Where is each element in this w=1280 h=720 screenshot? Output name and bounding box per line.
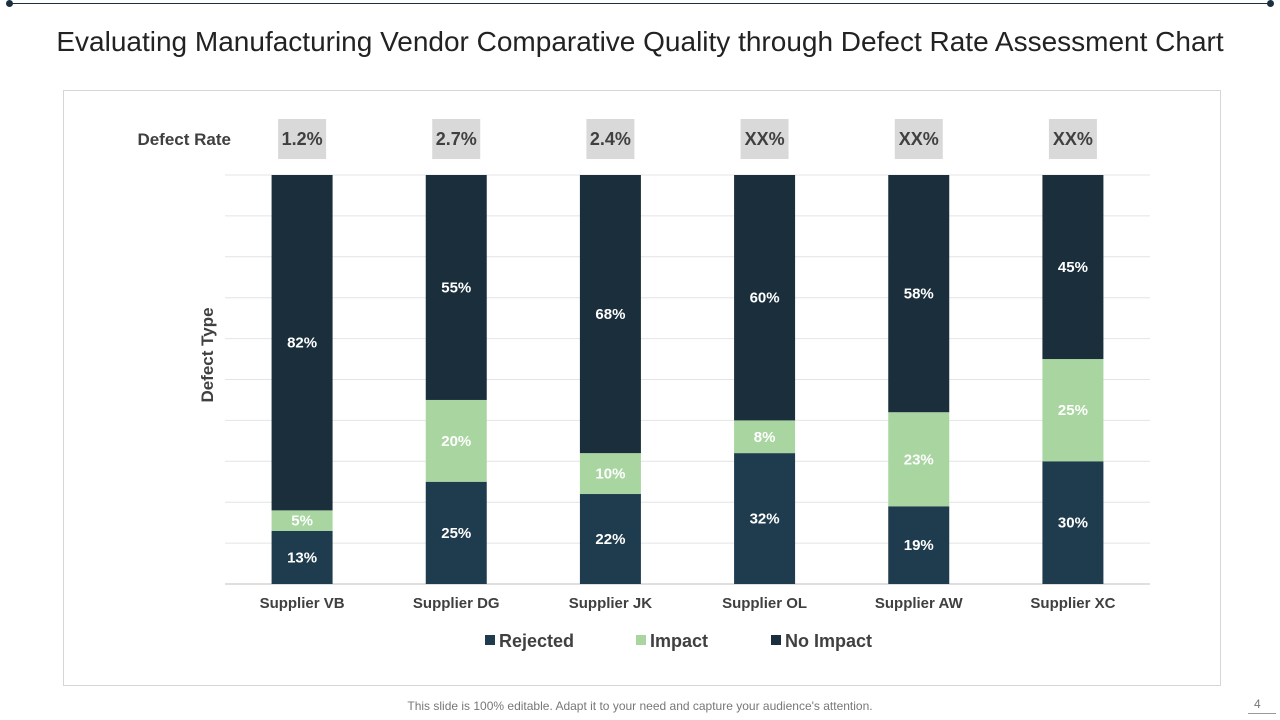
data-label-no-impact: 68% bbox=[595, 306, 625, 323]
defect-rate-box bbox=[278, 119, 327, 159]
legend-swatch-no-impact bbox=[771, 635, 781, 645]
bar-segment-no-impact bbox=[1042, 175, 1104, 360]
bar-segment-no-impact bbox=[734, 175, 796, 421]
defect-rate-value: 2.4% bbox=[590, 129, 631, 149]
x-tick-label: Supplier OL bbox=[722, 595, 807, 612]
page-number-underline bbox=[1248, 713, 1276, 714]
slide-title: Evaluating Manufacturing Vendor Comparat… bbox=[56, 26, 1224, 57]
bar-segment-rejected bbox=[888, 506, 950, 584]
bar-segment-no-impact bbox=[888, 175, 950, 413]
x-tick-label: Supplier DG bbox=[413, 595, 500, 612]
bar-segment-no-impact bbox=[271, 175, 333, 511]
y-axis-label: Defect Type bbox=[198, 307, 217, 402]
data-label-impact: 10% bbox=[595, 466, 625, 483]
data-label-rejected: 13% bbox=[287, 549, 317, 566]
x-tick-label: Supplier JK bbox=[569, 595, 653, 612]
bar-segment-impact bbox=[888, 412, 950, 507]
legend-label-impact: Impact bbox=[650, 631, 708, 651]
legend-label-rejected: Rejected bbox=[499, 631, 574, 651]
data-label-rejected: 25% bbox=[441, 525, 471, 542]
legend-label-no-impact: No Impact bbox=[785, 631, 872, 651]
bar-segment-rejected bbox=[425, 481, 487, 584]
bar-segment-rejected bbox=[579, 494, 641, 584]
chart-svg: Defect Type Defect Rate 1.2% 13% 5% 82% Suppli… bbox=[137, 119, 1150, 651]
defect-rate-box bbox=[894, 119, 943, 159]
bar-segment-impact bbox=[425, 399, 487, 482]
bar-segment-rejected bbox=[1042, 461, 1104, 584]
top-rule-dot-left bbox=[6, 0, 13, 7]
data-label-rejected: 22% bbox=[595, 531, 625, 548]
bar-segment-rejected bbox=[271, 530, 333, 584]
bar-segment-impact bbox=[271, 510, 333, 531]
chart-panel: Defect Type Defect Rate 1.2% 13% 5% 82% Suppli… bbox=[63, 90, 1221, 686]
bar-segment-impact bbox=[579, 453, 641, 495]
x-tick-label: Supplier VB bbox=[260, 595, 345, 612]
x-tick-label: Supplier AW bbox=[875, 595, 964, 612]
data-label-no-impact: 82% bbox=[287, 335, 317, 352]
bar-segment-impact bbox=[734, 420, 796, 454]
data-label-impact: 8% bbox=[754, 429, 776, 446]
defect-rate-value: 1.2% bbox=[282, 129, 323, 149]
x-tick-label: Supplier XC bbox=[1030, 595, 1115, 612]
bar-segment-rejected bbox=[734, 453, 796, 584]
bar-segment-impact bbox=[1042, 359, 1104, 462]
data-label-impact: 25% bbox=[1058, 402, 1088, 419]
data-label-rejected: 30% bbox=[1058, 515, 1088, 532]
top-rule bbox=[8, 3, 1272, 4]
data-label-no-impact: 58% bbox=[904, 286, 934, 303]
legend-swatch-rejected bbox=[485, 635, 495, 645]
defect-rate-box bbox=[740, 119, 789, 159]
data-label-no-impact: 55% bbox=[441, 279, 471, 296]
data-label-no-impact: 45% bbox=[1058, 259, 1088, 276]
defect-rate-value: 2.7% bbox=[436, 129, 477, 149]
data-label-no-impact: 60% bbox=[750, 290, 780, 307]
page-number: 4 bbox=[1254, 697, 1261, 711]
top-rule-dot-right bbox=[1267, 0, 1274, 7]
data-label-rejected: 32% bbox=[750, 511, 780, 528]
defect-rate-value: XX% bbox=[899, 129, 939, 149]
data-label-impact: 23% bbox=[904, 451, 934, 468]
defect-rate-label: Defect Rate bbox=[137, 130, 231, 149]
defect-rate-value: XX% bbox=[1053, 129, 1093, 149]
defect-rate-box bbox=[1048, 119, 1097, 159]
defect-rate-box bbox=[432, 119, 481, 159]
data-label-impact: 20% bbox=[441, 433, 471, 450]
defect-rate-box bbox=[586, 119, 635, 159]
data-label-impact: 5% bbox=[291, 513, 313, 530]
footer-note: This slide is 100% editable. Adapt it to… bbox=[407, 699, 873, 713]
bar-segment-no-impact bbox=[579, 175, 641, 454]
legend-swatch-impact bbox=[636, 635, 646, 645]
data-label-rejected: 19% bbox=[904, 537, 934, 554]
defect-rate-value: XX% bbox=[745, 129, 785, 149]
bar-segment-no-impact bbox=[425, 175, 487, 400]
